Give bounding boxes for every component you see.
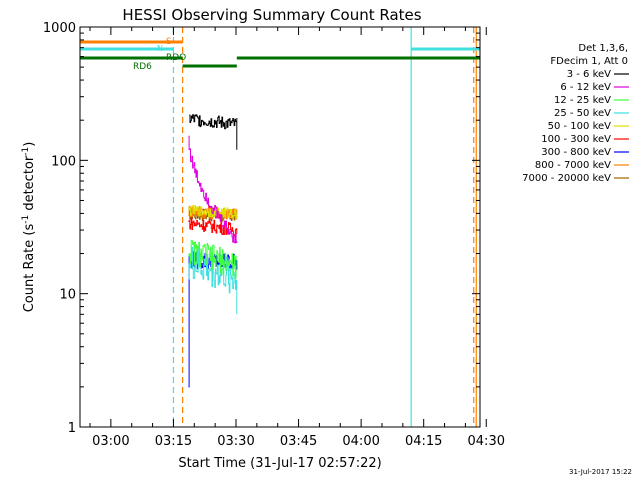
legend-entry-label: 800 - 7000 keV (535, 160, 611, 171)
legend-entry-label: 25 - 50 keV (554, 108, 611, 119)
x-tick-label: 04:30 (468, 434, 505, 449)
plot-frame (79, 26, 481, 428)
legend-header-line: Det 1,3,6, (578, 43, 628, 54)
y-tick-label: 100 (51, 154, 76, 169)
y-axis-label-end: ) (22, 142, 37, 147)
y-axis-label: Count Rate (s-1 detector-1) (21, 142, 37, 313)
series-line (188, 205, 238, 219)
x-tick-label: 03:30 (217, 434, 254, 449)
legend-entry-label: 3 - 6 keV (567, 69, 611, 80)
series-line (189, 114, 238, 150)
legend-entry-label: 6 - 12 keV (560, 82, 611, 93)
series-line (188, 240, 237, 279)
x-axis-label: Start Time (31-Jul-17 02:57:22) (178, 456, 381, 471)
footer-timestamp: 31-Jul-2017 15:22 (569, 468, 632, 476)
x-tick-label: 03:45 (280, 434, 317, 449)
x-tick-label: 04:15 (405, 434, 442, 449)
decimation-flag-label-2: RD6 (133, 62, 152, 72)
y-axis-label-mid: detector (22, 155, 37, 215)
legend: Det 1,3,6, FDecim 1, Att 0 3 - 6 keV 6 - 12… (522, 43, 629, 184)
axis-ticks: 03:00 03:15 03:30 03:45 04:00 04:15 04:30 1 10 10… (43, 21, 505, 449)
x-tick-label: 03:00 (92, 434, 129, 449)
y-tick-label: 1000 (43, 21, 76, 36)
y-axis-label-main: Count Rate (s (22, 224, 37, 313)
night-flag-label: N (157, 44, 163, 53)
legend-entry-label: 7000 - 20000 keV (522, 173, 611, 184)
decimation-flag-label: RDO (166, 53, 186, 63)
x-tick-label: 03:15 (155, 434, 192, 449)
series-line (188, 135, 238, 244)
legend-entry-label: 300 - 800 keV (541, 147, 611, 158)
x-tick-label: 04:00 (342, 434, 379, 449)
legend-entry-label: 50 - 100 keV (548, 121, 612, 132)
legend-header-line: FDecim 1, Att 0 (550, 56, 628, 67)
legend-entry-label: 100 - 300 keV (541, 134, 611, 145)
y-tick-label: 10 (59, 288, 76, 303)
legend-entry-label: 12 - 25 keV (554, 95, 611, 106)
saa-flag-label: S (166, 37, 172, 47)
series-line (188, 217, 238, 237)
y-axis-label-sup2: -1 (21, 147, 31, 156)
y-axis-label-sup1: -1 (21, 215, 31, 224)
chart-title: HESSI Observing Summary Count Rates (122, 6, 421, 24)
y-tick-label: 1 (68, 421, 76, 436)
